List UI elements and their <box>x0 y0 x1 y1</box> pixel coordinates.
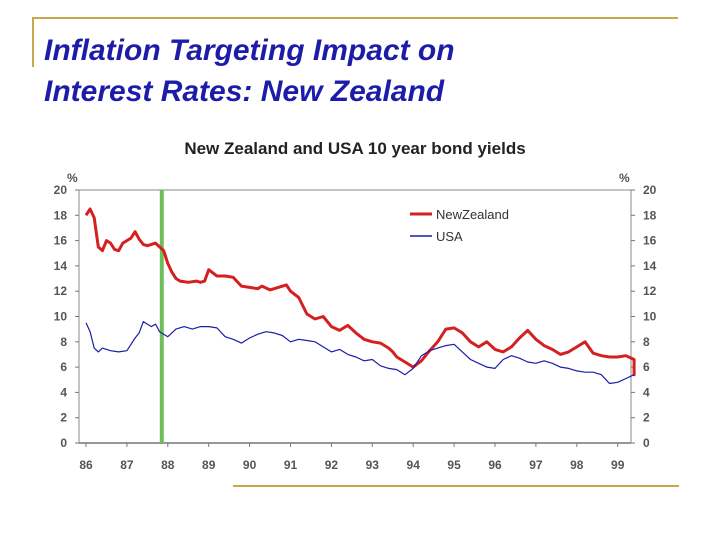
legend-label-newzealand: NewZealand <box>436 207 509 222</box>
y-unit-label-left: % <box>67 171 78 185</box>
y-tick-label-left: 2 <box>60 411 67 425</box>
x-tick-label: 93 <box>366 458 380 472</box>
x-tick-label: 87 <box>120 458 134 472</box>
y-tick-label-left: 18 <box>54 208 68 222</box>
y-tick-label-right: 20 <box>643 183 657 197</box>
x-tick-label: 94 <box>407 458 421 472</box>
y-tick-label-left: 14 <box>54 259 68 273</box>
legend-label-usa: USA <box>436 229 463 244</box>
x-tick-label: 91 <box>284 458 298 472</box>
y-tick-label-right: 12 <box>643 284 657 298</box>
y-tick-label-right: 18 <box>643 208 657 222</box>
y-tick-label-right: 8 <box>643 335 650 349</box>
series-line-newzealand <box>84 207 636 377</box>
y-tick-label-left: 6 <box>60 360 67 374</box>
x-tick-label: 95 <box>447 458 461 472</box>
slide-accent-line-top <box>32 17 678 19</box>
y-tick-label-left: 8 <box>60 335 67 349</box>
y-tick-label-right: 2 <box>643 411 650 425</box>
slide-accent-line-left <box>32 17 34 67</box>
slide-title-line-2: Interest Rates: New Zealand <box>44 75 445 108</box>
y-tick-label-left: 4 <box>60 385 67 399</box>
chart-title: New Zealand and USA 10 year bond yields <box>184 139 525 158</box>
x-tick-label: 88 <box>161 458 175 472</box>
y-tick-label-right: 4 <box>643 385 650 399</box>
y-tick-label-right: 0 <box>643 436 650 450</box>
x-tick-label: 96 <box>488 458 502 472</box>
slide-title: Inflation Targeting Impact on Interest R… <box>44 30 455 112</box>
y-tick-label-left: 12 <box>54 284 68 298</box>
chart-series-layer <box>84 207 636 385</box>
x-tick-label: 92 <box>325 458 339 472</box>
y-unit-label-right: % <box>619 171 630 185</box>
y-tick-label-right: 14 <box>643 259 657 273</box>
y-tick-label-left: 0 <box>60 436 67 450</box>
y-tick-label-right: 10 <box>643 310 657 324</box>
y-tick-label-left: 10 <box>54 310 68 324</box>
x-tick-label: 90 <box>243 458 257 472</box>
x-tick-label: 99 <box>611 458 625 472</box>
slide-title-line-1: Inflation Targeting Impact on <box>44 34 455 67</box>
chart-legend: NewZealand USA <box>410 207 509 244</box>
x-tick-label: 89 <box>202 458 216 472</box>
y-tick-label-right: 16 <box>643 234 657 248</box>
y-tick-label-left: 20 <box>54 183 68 197</box>
x-tick-label: 98 <box>570 458 584 472</box>
slide-accent-line-bottom <box>233 485 679 487</box>
y-tick-label-left: 16 <box>54 234 68 248</box>
x-tick-label: 86 <box>79 458 93 472</box>
series-line-usa <box>85 321 635 385</box>
y-tick-label-right: 6 <box>643 360 650 374</box>
x-tick-label: 97 <box>529 458 543 472</box>
